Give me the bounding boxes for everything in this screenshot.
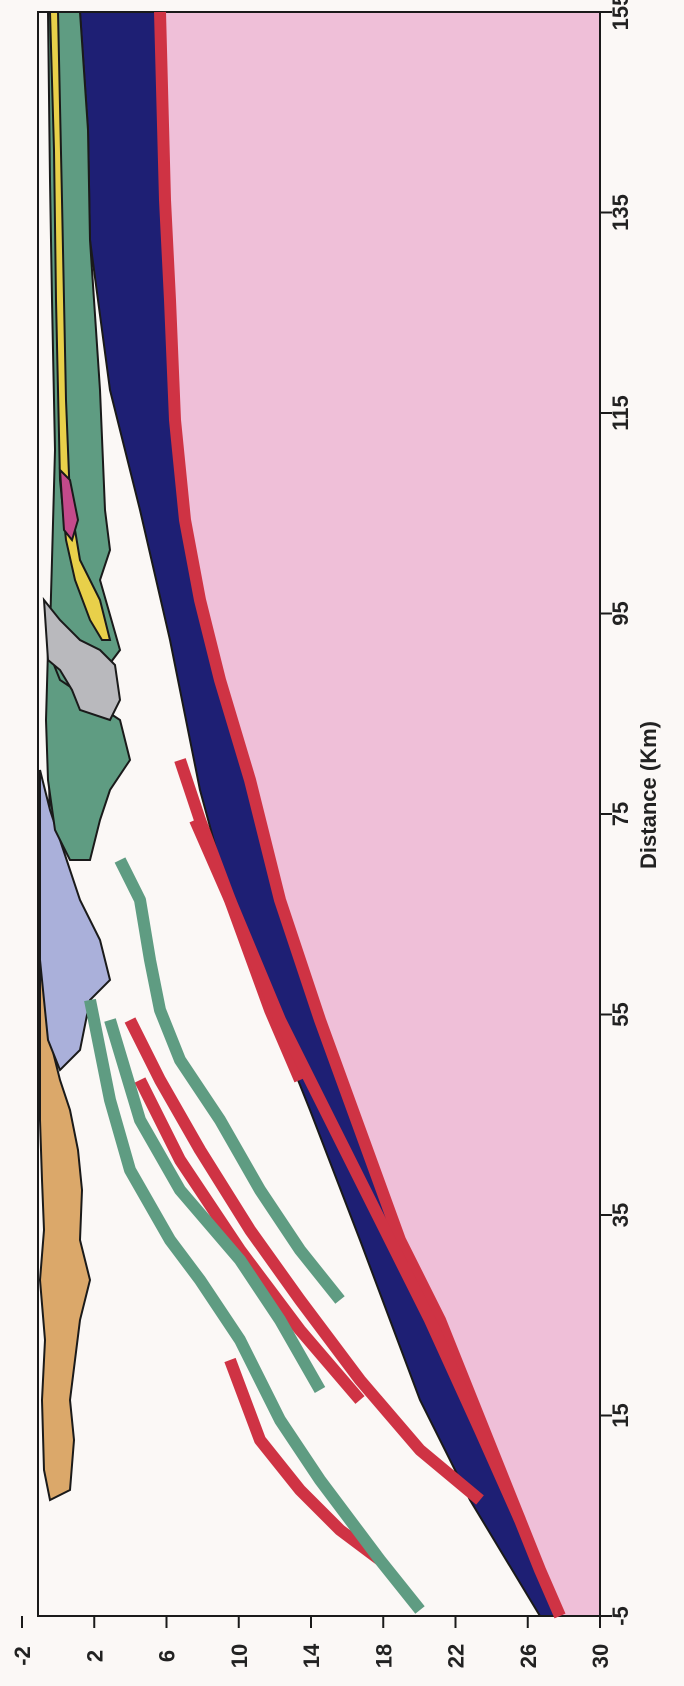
- green-bed-3: [114, 857, 345, 1304]
- y-tick-label: 2: [82, 1650, 107, 1662]
- x-tick-label: 15: [608, 1403, 633, 1427]
- x-axis: -5 15 35 55 75 95 115 135 155: [600, 0, 633, 1626]
- stratigraphic-layers: [38, 11, 601, 1619]
- y-tick-label: 22: [444, 1644, 469, 1668]
- x-axis-title: Distance (Km): [636, 721, 661, 869]
- x-tick-label: 115: [608, 395, 633, 431]
- red-bed-4: [124, 1017, 484, 1505]
- y-tick-label: 30: [588, 1644, 613, 1668]
- sedimentary-unit-magenta: [58, 467, 80, 543]
- y-tick-label: 14: [299, 1643, 324, 1668]
- red-bed-6: [224, 1357, 384, 1565]
- x-tick-label: 75: [608, 802, 633, 826]
- y-tick-label: -2: [10, 1646, 35, 1666]
- x-tick-label: 55: [608, 1002, 633, 1026]
- x-tick-label: 35: [608, 1203, 633, 1227]
- red-bed-5: [134, 1077, 365, 1404]
- x-tick-label: 135: [608, 194, 633, 231]
- x-tick-label: 95: [608, 601, 633, 625]
- y-tick-label: 6: [155, 1650, 180, 1662]
- y-tick-label: 18: [371, 1644, 396, 1668]
- sedimentary-unit-tan: [38, 959, 92, 1502]
- x-tick-label: 155: [608, 0, 633, 30]
- green-bed-1: [84, 998, 425, 1614]
- red-bed-3: [189, 817, 526, 1523]
- green-bed-2: [104, 1018, 326, 1393]
- y-axis: -2 2 6 10 14 18 22 26 30: [10, 1616, 613, 1668]
- sedimentary-unit-gray: [42, 596, 122, 722]
- x-tick-label: -5: [608, 1606, 633, 1626]
- y-tick-label: 26: [516, 1644, 541, 1668]
- y-tick-label: 10: [227, 1644, 252, 1668]
